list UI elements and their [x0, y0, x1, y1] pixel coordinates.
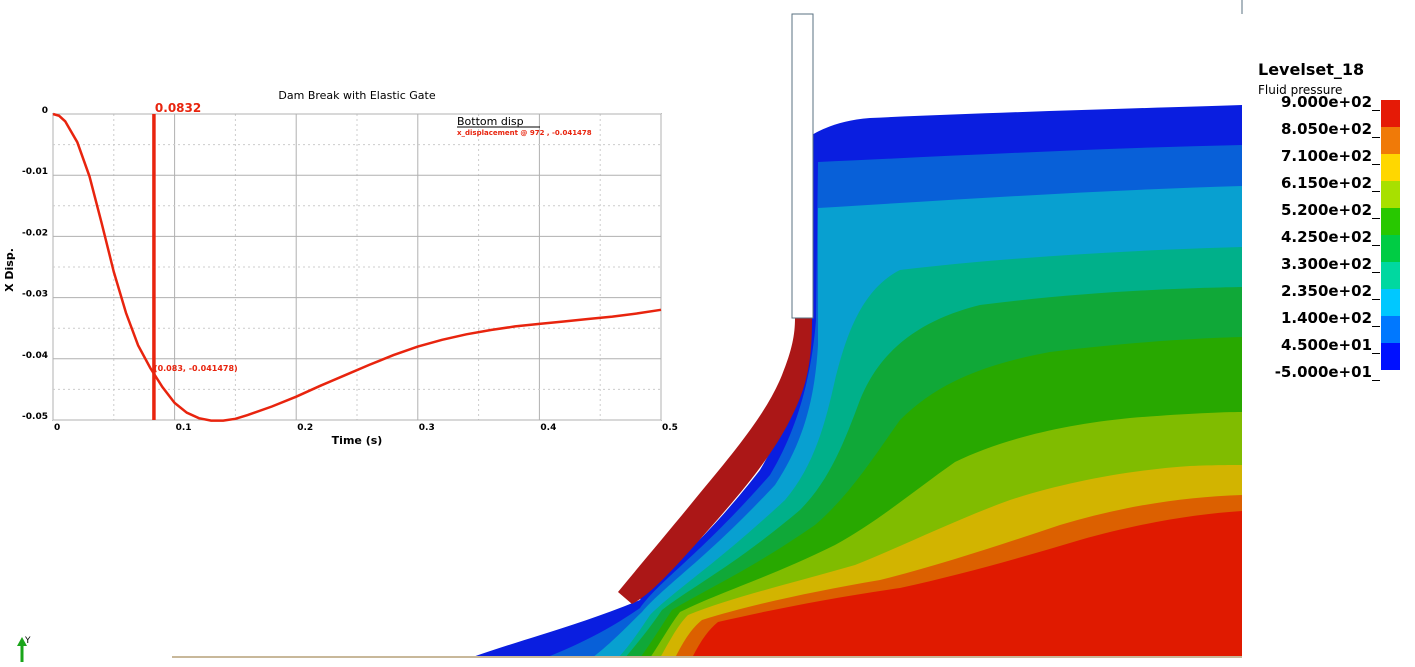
- legend-tick: [1372, 326, 1380, 327]
- y-tick-label: 0: [42, 106, 48, 116]
- legend-tick: [1372, 299, 1380, 300]
- legend-label: 6.150e+02: [1280, 174, 1372, 192]
- displacement-plot: 0 0.1 0.2 0.3 0.4 0.5 0 -0.01 -0.02 -0.03 -0.04 -0.…: [3, 89, 678, 447]
- legend-swatch: [1381, 208, 1400, 235]
- pressure-legend: Levelset_18 Fluid pressure 9.000e+02 8.05…: [1258, 60, 1408, 382]
- series-legend-entry: Bottom disp: [457, 115, 524, 128]
- axis-triad-icon: Y: [17, 636, 31, 662]
- legend-swatch: [1381, 343, 1400, 370]
- legend-swatch: [1381, 181, 1400, 208]
- legend-label: 5.200e+02: [1280, 201, 1372, 219]
- cursor-label: 0.0832: [155, 101, 201, 115]
- legend-label: 4.500e+01: [1280, 336, 1372, 354]
- x-tick-label: 0.4: [540, 423, 556, 433]
- legend-swatch: [1381, 289, 1400, 316]
- legend-label: 8.050e+02: [1280, 120, 1372, 138]
- elastic-gate: [618, 318, 812, 604]
- y-tick-label: -0.03: [22, 290, 48, 300]
- legend-tick: [1372, 110, 1380, 111]
- legend-swatch: [1381, 154, 1400, 181]
- legend-tick: [1372, 380, 1380, 381]
- legend-label: 3.300e+02: [1280, 255, 1372, 273]
- x-tick-label: 0.5: [662, 423, 678, 433]
- legend-swatch: [1381, 100, 1400, 127]
- legend-tick: [1372, 137, 1380, 138]
- legend-title: Levelset_18: [1258, 60, 1365, 79]
- legend-swatch: [1381, 127, 1400, 154]
- legend-swatch: [1381, 262, 1400, 289]
- axis-triad-label: Y: [24, 636, 31, 646]
- y-tick-label: -0.01: [22, 167, 48, 177]
- legend-label: 2.350e+02: [1280, 282, 1372, 300]
- legend-tick: [1372, 218, 1380, 219]
- legend-tick: [1372, 353, 1380, 354]
- legend-swatch: [1381, 235, 1400, 262]
- gate-upper-frame: [791, 13, 814, 319]
- legend-tick: [1372, 164, 1380, 165]
- pressure-contour-bands: [470, 105, 1242, 658]
- legend-label: 9.000e+02: [1280, 93, 1372, 111]
- legend-label: 4.250e+02: [1280, 228, 1372, 246]
- x-axis-label: Time (s): [332, 434, 383, 447]
- y-tick-label: -0.04: [22, 351, 48, 361]
- legend-label: -5.000e+01: [1274, 363, 1372, 381]
- series-line-bottom-disp: [52, 112, 662, 422]
- legend-tick: [1372, 272, 1380, 273]
- legend-scale: 9.000e+02 8.050e+02 7.100e+02 6.150e+02 5.20…: [1258, 93, 1408, 382]
- pressure-band-10: [692, 511, 1242, 658]
- y-axis-label: X Disp.: [3, 248, 16, 292]
- chart-title: Dam Break with Elastic Gate: [278, 89, 435, 102]
- legend-swatch: [1381, 316, 1400, 343]
- legend-subtitle: Fluid pressure: [1258, 83, 1343, 97]
- legend-label: 1.400e+02: [1280, 309, 1372, 327]
- x-tick-label: 0: [54, 423, 60, 433]
- x-tick-label: 0.2: [297, 423, 313, 433]
- series-legend-note: x_displacement @ 972 , -0.041478: [457, 129, 592, 137]
- x-tick-label: 0.1: [176, 423, 192, 433]
- legend-tick: [1372, 191, 1380, 192]
- y-tick-label: -0.05: [22, 412, 48, 422]
- x-tick-label: 0.3: [419, 423, 435, 433]
- legend-label: 7.100e+02: [1280, 147, 1372, 165]
- point-label: (0.083, -0.041478): [154, 364, 238, 373]
- y-tick-label: -0.02: [22, 228, 48, 238]
- legend-tick: [1372, 245, 1380, 246]
